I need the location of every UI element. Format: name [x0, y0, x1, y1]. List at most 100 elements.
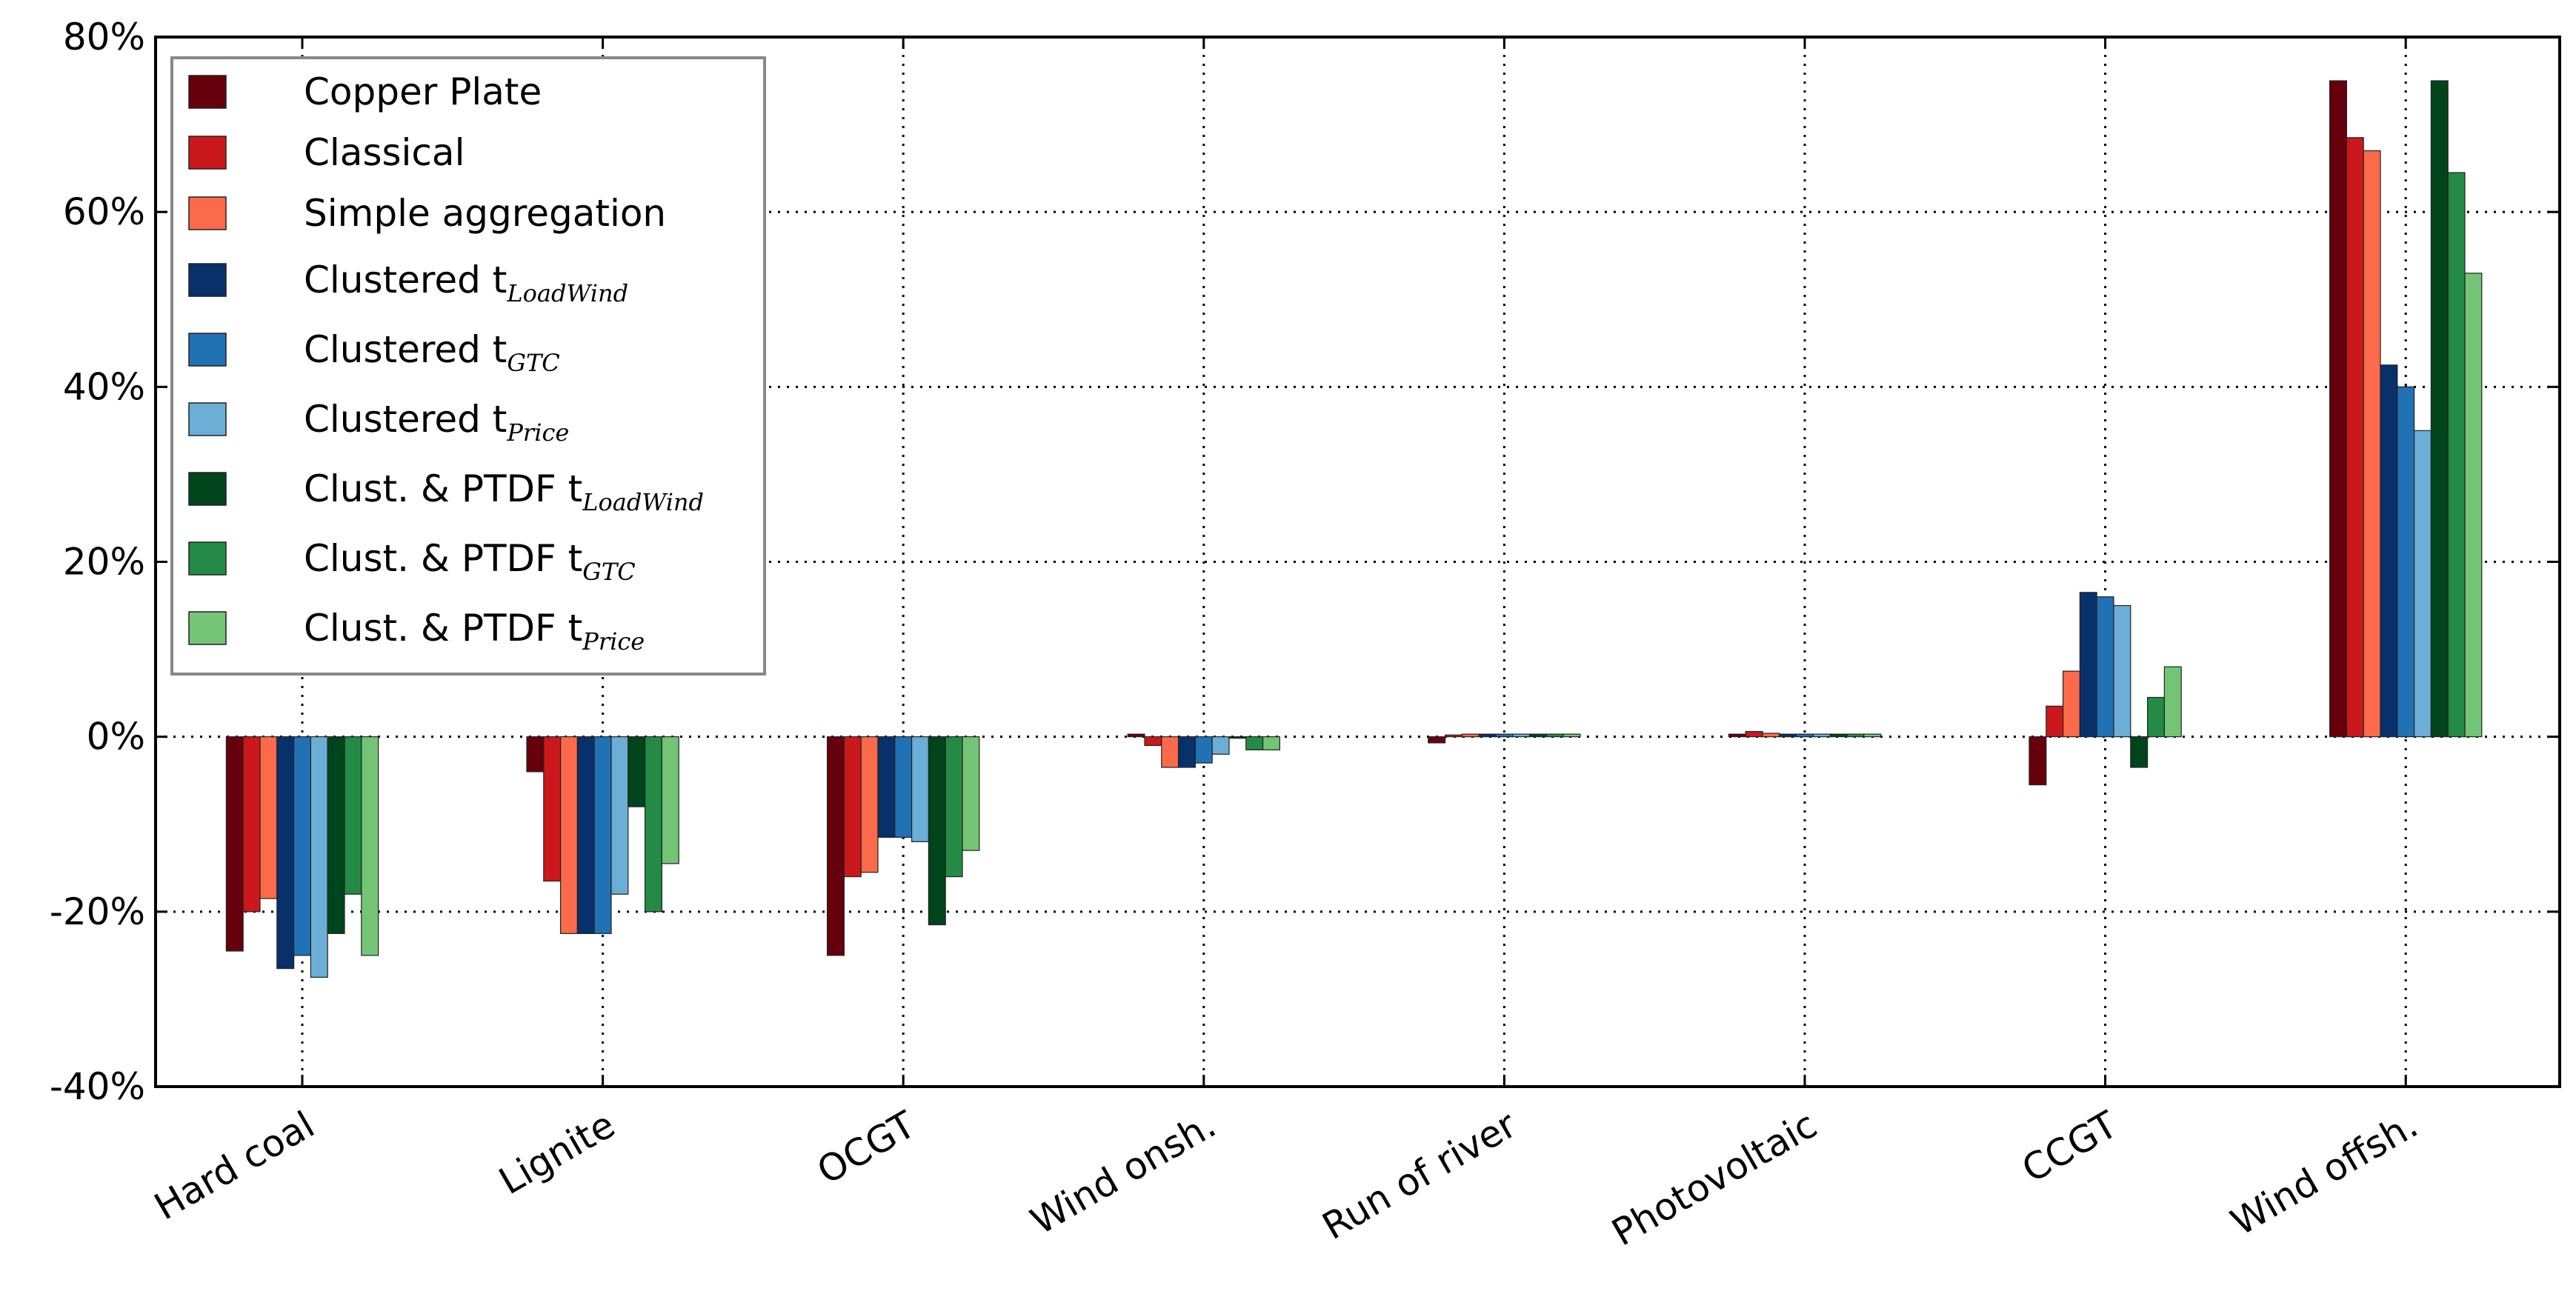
legend-label: Clustered tPrice — [304, 398, 569, 447]
bar — [2113, 604, 2131, 738]
bar — [543, 736, 562, 882]
bar — [1262, 736, 1280, 750]
legend-swatch — [188, 402, 227, 436]
bars — [225, 80, 2483, 978]
bar — [1428, 736, 1446, 744]
bar — [1512, 733, 1531, 738]
y-tick-label: 0% — [87, 716, 145, 758]
bar — [1796, 733, 1814, 738]
bar — [1863, 733, 1882, 738]
bar — [826, 736, 845, 956]
legend-swatch — [188, 136, 227, 170]
legend-swatch — [188, 333, 227, 367]
bar — [225, 736, 244, 952]
bar — [2147, 696, 2166, 738]
bar — [361, 736, 379, 956]
bar — [928, 736, 946, 926]
bar — [1177, 736, 1196, 768]
legend-label: Classical — [304, 131, 465, 174]
bar — [2430, 80, 2449, 738]
legend-swatch — [188, 75, 227, 109]
bar-series — [293, 386, 2415, 956]
bar — [1161, 736, 1179, 768]
bar-series — [225, 80, 2348, 956]
bar — [293, 736, 312, 956]
y-tick-label: 40% — [63, 365, 145, 408]
legend-label-subscript: Price — [582, 627, 645, 656]
bar — [1211, 736, 1230, 755]
legend-swatch — [188, 472, 227, 506]
bar — [877, 736, 896, 838]
bar — [1846, 733, 1865, 738]
bar — [628, 736, 646, 807]
bar-series — [344, 172, 2466, 913]
legend-label-subscript: Price — [506, 418, 569, 447]
bar — [644, 736, 662, 913]
bar — [593, 736, 612, 934]
bar — [344, 736, 362, 895]
legend-label: Clustered tGTC — [304, 328, 560, 377]
bar — [576, 736, 595, 934]
legend-swatch — [188, 263, 227, 297]
bar — [1127, 733, 1145, 738]
bar — [2028, 736, 2047, 786]
bar — [2130, 736, 2149, 768]
axis-ticks — [156, 36, 2560, 1088]
bar-series — [361, 273, 2483, 956]
bar — [2380, 364, 2398, 738]
bar — [1745, 730, 1763, 738]
y-tick-label: 80% — [63, 16, 145, 59]
bar — [1461, 733, 1480, 738]
bar — [1529, 733, 1548, 738]
bar — [1495, 733, 1514, 738]
y-tick-label: -20% — [50, 890, 145, 933]
bar — [2447, 172, 2466, 738]
bar — [843, 736, 862, 878]
legend-label: Clust. & PTDF tGTC — [304, 537, 636, 586]
legend-label-subscript: GTC — [582, 558, 635, 586]
bar — [2363, 150, 2381, 738]
bar — [2079, 592, 2097, 738]
bar — [1144, 736, 1162, 747]
y-tick-label: 20% — [63, 541, 145, 584]
bar — [1228, 736, 1247, 739]
bar — [610, 736, 629, 895]
bar — [2329, 80, 2348, 738]
legend-swatch — [188, 611, 227, 645]
bar — [327, 736, 345, 934]
bar — [1444, 734, 1462, 738]
bar — [2163, 666, 2182, 738]
bar — [2063, 670, 2081, 738]
bar — [945, 736, 963, 878]
bar — [2397, 386, 2415, 738]
bar — [911, 736, 929, 842]
bar — [559, 736, 578, 934]
legend-swatch — [188, 541, 227, 576]
bar-series — [327, 80, 2449, 934]
bar-series — [310, 430, 2432, 978]
bar — [1245, 736, 1264, 750]
bar — [2046, 705, 2064, 738]
bar — [526, 736, 545, 773]
legend-swatch — [188, 196, 227, 230]
bar — [276, 736, 295, 970]
bar — [661, 736, 679, 864]
bar — [2096, 596, 2114, 738]
bar — [2414, 430, 2432, 738]
legend-box — [170, 56, 766, 676]
bar — [1478, 733, 1497, 738]
legend-label-subscript: LoadWind — [582, 488, 704, 516]
bar — [2464, 273, 2483, 738]
bar — [242, 736, 261, 913]
bar — [1762, 733, 1780, 738]
bar — [962, 736, 980, 851]
bar — [310, 736, 328, 978]
bar-series — [242, 137, 2364, 913]
bar — [1779, 733, 1797, 738]
bar — [894, 736, 913, 838]
bar — [1812, 733, 1831, 738]
bar — [259, 736, 278, 899]
bar — [1545, 733, 1564, 738]
legend-label-subscript: LoadWind — [506, 279, 628, 307]
bar — [860, 736, 879, 873]
